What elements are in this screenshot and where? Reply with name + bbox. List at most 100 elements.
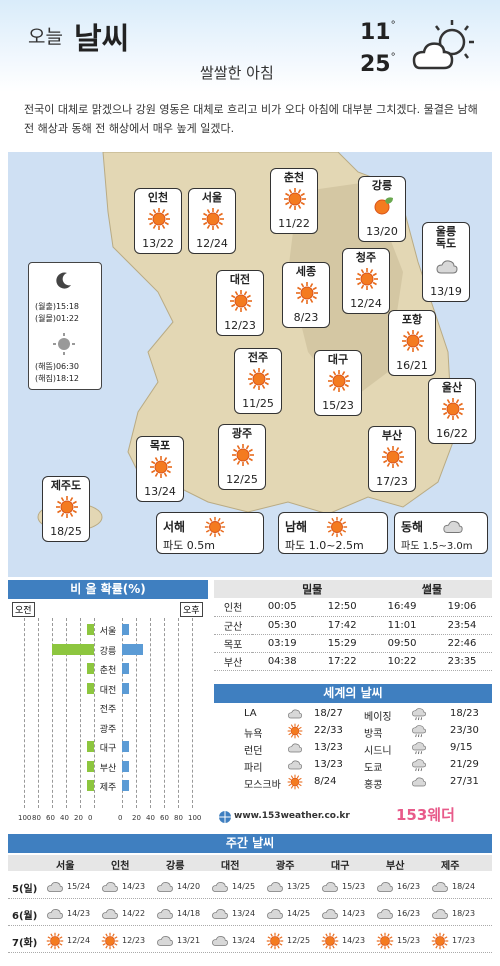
city-forecast: 강릉 13/20	[358, 176, 406, 242]
cloud-icon	[264, 905, 286, 923]
moon-sun-times: (월출)15:18 (월몰)01:22 (해뜸)06:30 (해짐)18:12	[28, 262, 102, 390]
tide-cell: 15:29	[312, 634, 373, 653]
tide-row: 부산 04:38 17:22 10:22 23:35	[214, 652, 492, 671]
grid-line	[136, 618, 137, 808]
rain-city-label: 부산	[99, 763, 117, 774]
weekly-temp: 12/23	[122, 936, 146, 945]
moonrise-time: (월출)15:18	[35, 302, 80, 311]
tide-header-low: 썰물	[372, 580, 492, 598]
weekly-cell: 14/23	[319, 905, 371, 923]
tide-cell: 11:01	[372, 616, 433, 635]
city-temp: 11/25	[242, 397, 274, 410]
sun-icon	[99, 932, 121, 950]
moon-icon	[56, 272, 71, 289]
tide-cell: 부산	[214, 652, 253, 671]
city-name: 제주도	[50, 479, 82, 492]
world-city: 베이징	[364, 712, 392, 723]
sun-icon	[149, 455, 173, 479]
cloud-icon	[410, 774, 428, 793]
city-temp: 17/23	[376, 475, 408, 488]
rain-city-label: 춘천	[99, 666, 117, 676]
rain-bar-am	[87, 682, 94, 694]
tide-cell: 목포	[214, 634, 253, 653]
sunrise-time: (해뜸)06:30	[35, 362, 80, 371]
sun-icon	[295, 281, 319, 305]
axis-tick-label: 40	[146, 814, 155, 822]
brand-logo[interactable]: www.153weather.co.kr 153웨더	[216, 802, 492, 830]
rain-bar-pm	[122, 741, 129, 752]
grid-line	[164, 618, 165, 808]
world-row: 모스크바 8/24 홍콩 27/31	[214, 774, 492, 791]
page-title: 날씨	[74, 22, 130, 57]
tide-cell: 23:35	[432, 652, 492, 671]
weekly-day: 6(월)	[12, 911, 38, 922]
weekly-temp: 15/23	[342, 882, 366, 891]
weekly-row: 6(월) 14/23 14/22 14/18 13/24 14/25 14/23 16/23 1…	[8, 901, 492, 926]
cloud-icon	[374, 878, 396, 896]
city-forecast: 전주 11/25	[234, 348, 282, 414]
city-forecast: 울산 16/22	[428, 378, 476, 444]
world-temp: 18/23	[450, 708, 479, 719]
tide-header-place	[214, 580, 253, 598]
cloud-icon	[319, 905, 341, 923]
weekly-city: 대구	[331, 861, 350, 872]
world-temp: 13/23	[314, 742, 343, 753]
tide-cell: 04:38	[252, 652, 313, 671]
city-forecast: 광주 12/25	[218, 424, 266, 490]
forecast-description: 전국이 대체로 맑겠으나 강원 영동은 대체로 흐리고 비가 오다 아침에 대부…	[24, 103, 478, 135]
city-name: 서울	[201, 191, 223, 204]
world-temp: 27/31	[450, 776, 479, 787]
sun-icon	[319, 932, 341, 950]
tide-cell: 17:42	[312, 616, 373, 635]
tide-cell: 23:54	[432, 616, 492, 635]
weekly-cell: 15/23	[374, 932, 426, 950]
globe-icon	[219, 811, 231, 823]
tide-cell: 05:30	[252, 616, 313, 635]
weekly-cell: 16/23	[374, 878, 426, 896]
weekly-cell: 12/24	[44, 932, 96, 950]
tide-cell: 10:22	[372, 652, 433, 671]
city-temp: 13/24	[144, 485, 176, 498]
city-forecast: 세종 8/23	[282, 262, 330, 328]
city-forecast: 부산 17/23	[368, 426, 416, 492]
axis-tick-label: 0	[88, 814, 93, 822]
weekly-row: 7(화) 12/24 12/23 13/21 13/24 12/25 14/23 15/23 1…	[8, 928, 492, 953]
grid-line	[66, 618, 67, 808]
weekly-temp: 12/25	[287, 936, 311, 945]
city-forecast: 춘천 11/22	[270, 168, 318, 234]
world-row: 런던 13/23 시드니 9/15	[214, 740, 492, 757]
sun-icon	[229, 289, 253, 313]
weekly-temp: 14/23	[122, 882, 146, 891]
world-city: 런던	[244, 746, 263, 757]
weekly-cell: 13/24	[209, 932, 261, 950]
weekly-temp: 14/20	[177, 882, 201, 891]
rain-probability-chart: 오전 오후 서울 강릉 춘천 대전 전주 광주 대구 부산 제주 100 80 60 40 20 0 0 20 4…	[8, 602, 208, 830]
weekly-temp: 15/24	[67, 882, 91, 891]
logo-url[interactable]: www.153weather.co.kr	[234, 811, 350, 821]
city-temp: 15/23	[322, 399, 354, 412]
cloud-icon	[44, 905, 66, 923]
rain-bar-pm	[122, 682, 129, 694]
cloud-icon	[264, 878, 286, 896]
cloud-icon	[429, 905, 451, 923]
city-forecast: 대구 15/23	[314, 350, 362, 416]
cloud-rain-icon	[410, 757, 428, 776]
weekly-cell: 15/24	[44, 878, 96, 896]
weekly-cell: 13/24	[209, 905, 261, 923]
city-temp: 18/25	[50, 525, 82, 538]
weekly-cell: 16/23	[374, 905, 426, 923]
sun-icon	[55, 495, 79, 519]
city-forecast: 목포 13/24	[136, 436, 184, 502]
world-city: 홍콩	[364, 780, 383, 791]
weekly-temp: 13/24	[232, 936, 256, 945]
grid-line	[178, 618, 179, 808]
am-label: 오전	[12, 602, 35, 617]
sea-south: 남해 파도 1.0~2.5m	[278, 512, 388, 554]
sunset-time: (해짐)18:12	[35, 374, 80, 383]
city-temp: 11/22	[278, 217, 310, 230]
weekly-cell: 12/23	[99, 932, 151, 950]
cloud-icon	[374, 905, 396, 923]
sun-icon	[355, 267, 379, 291]
cloud-icon	[99, 905, 121, 923]
subtitle: 쌀쌀한 아침	[200, 64, 274, 82]
